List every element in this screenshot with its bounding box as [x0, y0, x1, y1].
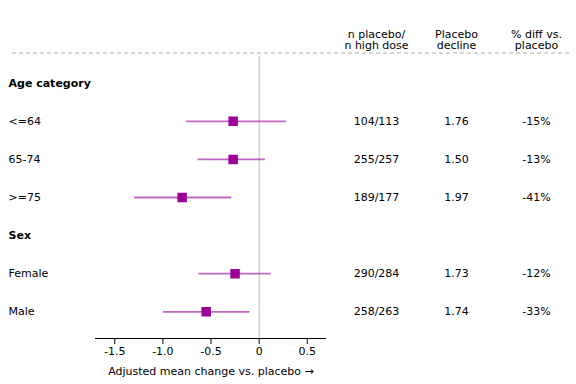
- svg-text:0: 0: [256, 345, 263, 358]
- svg-text:Placebodecline: Placebodecline: [435, 28, 478, 52]
- svg-text:0.5: 0.5: [299, 345, 317, 358]
- svg-text:290/284: 290/284: [354, 267, 400, 280]
- svg-text:% diff vs.placebo: % diff vs.placebo: [511, 28, 562, 52]
- svg-text:258/263: 258/263: [354, 305, 400, 318]
- svg-text:65-74: 65-74: [9, 153, 41, 166]
- svg-text:>=75: >=75: [9, 191, 41, 204]
- svg-text:-41%: -41%: [522, 191, 550, 204]
- svg-text:104/113: 104/113: [354, 115, 400, 128]
- svg-text:1.50: 1.50: [444, 153, 469, 166]
- svg-text:255/257: 255/257: [354, 153, 400, 166]
- svg-text:1.76: 1.76: [444, 115, 469, 128]
- svg-text:-0.5: -0.5: [200, 345, 221, 358]
- svg-text:189/177: 189/177: [354, 191, 400, 204]
- svg-text:<=64: <=64: [9, 115, 41, 128]
- svg-text:-33%: -33%: [522, 305, 550, 318]
- svg-text:Sex: Sex: [9, 229, 31, 242]
- svg-text:1.73: 1.73: [444, 267, 469, 280]
- svg-text:1.97: 1.97: [444, 191, 469, 204]
- svg-text:-12%: -12%: [522, 267, 550, 280]
- svg-text:-15%: -15%: [522, 115, 550, 128]
- svg-text:Age category: Age category: [9, 77, 91, 90]
- svg-text:n placebo/n high dose: n placebo/n high dose: [344, 28, 408, 52]
- svg-text:-13%: -13%: [522, 153, 550, 166]
- svg-text:Male: Male: [9, 305, 35, 318]
- svg-text:Adjusted mean change vs. place: Adjusted mean change vs. placebo →: [108, 365, 314, 378]
- svg-text:1.74: 1.74: [444, 305, 469, 318]
- svg-text:-1.5: -1.5: [104, 345, 125, 358]
- svg-text:-1.0: -1.0: [152, 345, 173, 358]
- svg-text:Female: Female: [9, 267, 49, 280]
